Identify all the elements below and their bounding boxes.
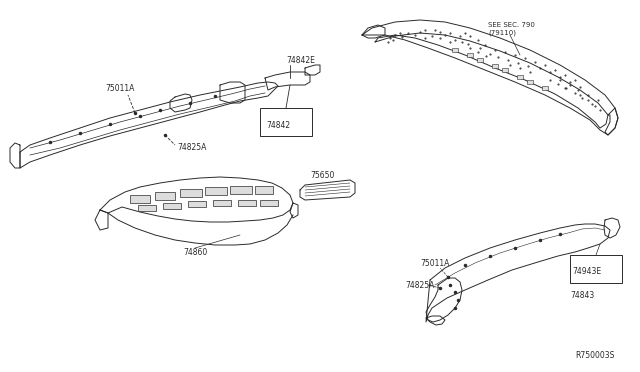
Polygon shape [426, 316, 445, 325]
Text: SEE SEC. 790
(79110): SEE SEC. 790 (79110) [488, 22, 535, 35]
Bar [188, 201, 206, 207]
Polygon shape [362, 20, 618, 135]
Bar [260, 200, 278, 206]
Bar [502, 68, 508, 72]
Bar [138, 205, 156, 211]
Polygon shape [300, 180, 355, 200]
Bar [230, 186, 252, 194]
Polygon shape [220, 82, 245, 103]
Polygon shape [375, 33, 608, 128]
Polygon shape [100, 177, 293, 222]
Bar [517, 75, 523, 79]
Polygon shape [20, 82, 278, 168]
Bar [163, 203, 181, 209]
Text: 74943E: 74943E [572, 267, 601, 276]
Bar [155, 192, 175, 200]
Text: 74843: 74843 [570, 291, 595, 299]
Polygon shape [426, 224, 610, 322]
Polygon shape [605, 108, 618, 135]
Polygon shape [170, 94, 192, 112]
Bar [180, 189, 202, 197]
Polygon shape [290, 203, 298, 218]
Bar [205, 187, 227, 195]
Polygon shape [362, 25, 385, 38]
Bar [238, 200, 256, 206]
Bar [213, 200, 231, 206]
Bar [477, 58, 483, 62]
Text: 74825A: 74825A [405, 280, 435, 289]
Bar [130, 195, 150, 203]
Polygon shape [265, 72, 310, 90]
Bar [452, 48, 458, 52]
Bar [570, 255, 622, 283]
Polygon shape [305, 65, 320, 75]
Text: 74825A: 74825A [177, 142, 206, 151]
Text: R750003S: R750003S [575, 351, 615, 360]
Bar [542, 86, 548, 90]
Polygon shape [95, 210, 108, 230]
Polygon shape [604, 218, 620, 238]
Bar [527, 80, 533, 84]
Bar [255, 186, 273, 194]
Text: 74860: 74860 [183, 247, 207, 257]
Polygon shape [10, 143, 20, 168]
Text: 75011A: 75011A [420, 259, 449, 267]
Text: 75650: 75650 [310, 170, 334, 180]
Text: 74842E: 74842E [286, 55, 315, 64]
Bar [492, 64, 498, 68]
Bar [467, 53, 473, 57]
Bar [260, 108, 312, 136]
Text: 74842: 74842 [266, 121, 290, 129]
Polygon shape [426, 278, 462, 322]
Text: 75011A: 75011A [105, 83, 134, 93]
